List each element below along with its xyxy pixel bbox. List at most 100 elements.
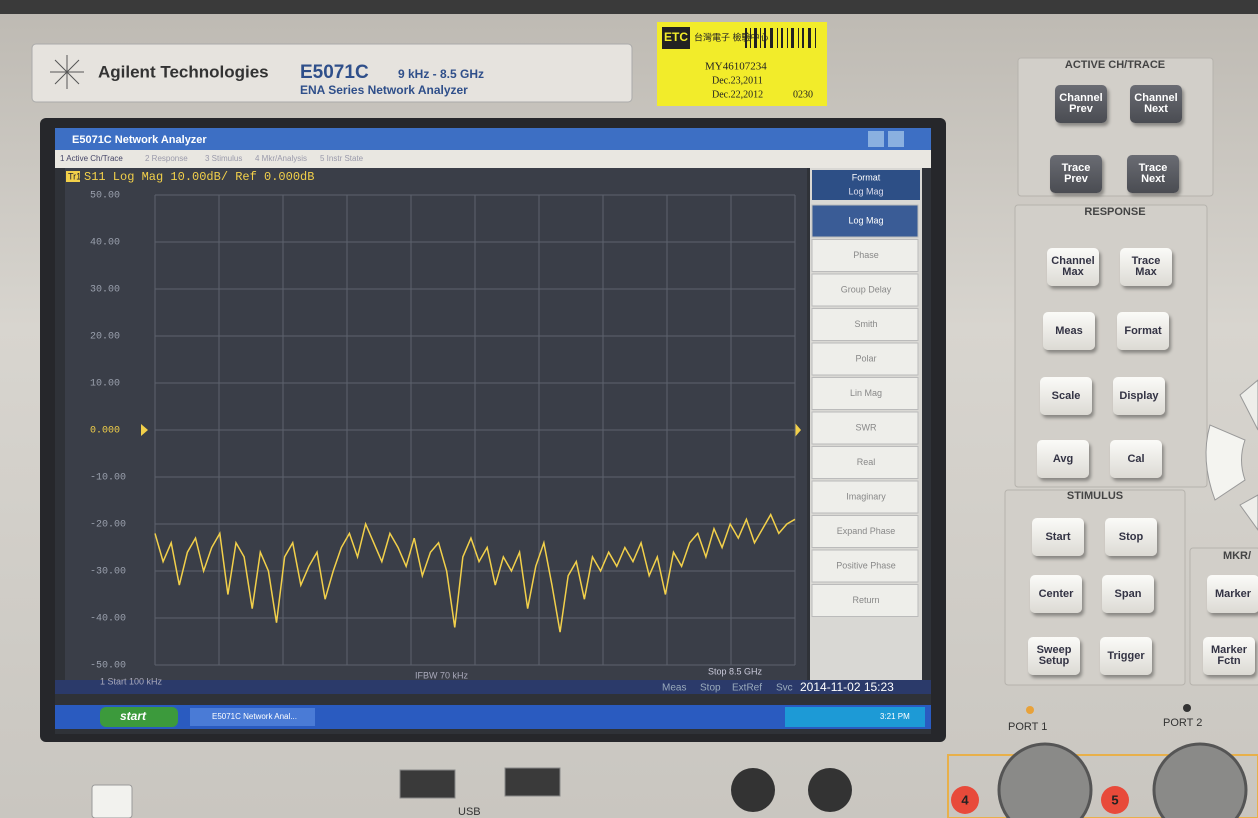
series: ENA Series Network Analyzer (300, 83, 468, 97)
status-item: ExtRef (732, 683, 762, 694)
group-title: RESPONSE (1084, 206, 1145, 218)
softkey[interactable] (811, 446, 919, 479)
panel-button[interactable]: Trace Prev (1050, 155, 1102, 193)
panel-button[interactable]: Avg (1037, 440, 1089, 478)
panel-button[interactable]: Channel Prev (1055, 85, 1107, 123)
menu-item: 2 Response (145, 154, 188, 163)
restore-button[interactable] (888, 131, 904, 147)
softkey-label: Lin Mag (850, 388, 882, 398)
y-tick-label: -10.00 (90, 473, 126, 484)
panel-button[interactable]: Channel Max (1047, 248, 1099, 286)
menu-item: 5 Instr State (320, 154, 364, 163)
softkey[interactable] (811, 342, 919, 376)
softkey-label: Return (852, 595, 879, 605)
panel-button[interactable]: Trace Max (1120, 248, 1172, 286)
softkey-label: Smith (854, 319, 877, 329)
trace-line (154, 512, 796, 633)
panel-button[interactable]: Center (1030, 575, 1082, 613)
top-edge (0, 0, 1258, 14)
group-title: MKR/ (1223, 550, 1251, 562)
y-tick-label: 20.00 (90, 332, 120, 343)
panel-button[interactable]: Cal (1110, 440, 1162, 478)
badge-label: 5 (1111, 792, 1118, 807)
panel-button[interactable]: Sweep Setup (1028, 637, 1080, 675)
minimize-button[interactable] (868, 131, 884, 147)
freq-range: 9 kHz - 8.5 GHz (398, 67, 484, 81)
badge-label: 4 (961, 792, 969, 807)
panel-button[interactable]: Start (1032, 518, 1084, 556)
panel-button[interactable]: Display (1113, 377, 1165, 415)
softkey-label: Imaginary (846, 491, 886, 501)
panel-button[interactable]: Meas (1043, 312, 1095, 350)
company: Agilent Technologies (98, 62, 269, 81)
probe-port (808, 768, 852, 812)
softkey[interactable] (811, 239, 919, 272)
probe-port (731, 768, 775, 812)
panel-button[interactable]: Trigger (1100, 637, 1152, 675)
sticker-serial: MY46107234 (705, 61, 767, 73)
trace-header: S11 Log Mag 10.00dB/ Ref 0.000dB (84, 170, 314, 184)
sticker-code: 0230 (793, 89, 813, 100)
softkey-label: SWR (856, 422, 877, 432)
menu-item: 4 Mkr/Analysis (255, 154, 307, 163)
y-tick-label: -30.00 (90, 567, 126, 578)
usb-label: USB (458, 806, 481, 818)
menu-item: 1 Active Ch/Trace (60, 154, 123, 163)
softkey[interactable] (811, 308, 919, 341)
task-button[interactable] (190, 708, 315, 726)
start-freq: 1 Start 100 kHz (100, 676, 163, 686)
menu-bar (55, 150, 931, 168)
softkey-label: Real (857, 457, 876, 467)
softkey-label: Positive Phase (836, 560, 896, 570)
agilent-logo (50, 55, 84, 89)
status-item: Svc (776, 683, 793, 694)
panel-button[interactable]: Span (1102, 575, 1154, 613)
softkey-current: Log Mag (848, 186, 883, 196)
sticker-logo: ETC (664, 30, 688, 44)
power-button[interactable] (91, 784, 133, 818)
softkey[interactable] (811, 204, 919, 238)
left-arrow-key[interactable] (1205, 424, 1246, 501)
group-title: STIMULUS (1067, 490, 1123, 502)
trace-tag-bg (66, 171, 80, 182)
port-frame (947, 754, 1258, 818)
sticker-org: 台灣電子 檢驗中心 (694, 31, 769, 42)
softkey[interactable] (811, 377, 919, 410)
usb-port (399, 769, 456, 799)
start-button[interactable] (100, 707, 178, 727)
y-tick-label: -40.00 (90, 614, 126, 625)
active-group (1017, 57, 1214, 197)
panel-button[interactable]: Marker Fctn (1203, 637, 1255, 675)
panel-button[interactable]: Marker (1207, 575, 1258, 613)
stop-freq: Stop 8.5 GHz (708, 666, 763, 676)
softkey-label: Polar (855, 353, 876, 363)
softkey[interactable] (811, 549, 919, 583)
usb-port (504, 767, 561, 797)
panel-button[interactable]: Scale (1040, 377, 1092, 415)
status-item: Meas (662, 683, 686, 694)
badge (951, 786, 979, 814)
window-title: E5071C Network Analyzer (72, 134, 207, 146)
panel-button[interactable]: Format (1117, 312, 1169, 350)
ifbw: IFBW 70 kHz (415, 670, 469, 680)
y-tick-label: 40.00 (90, 238, 120, 249)
softkey-label: Log Mag (848, 215, 883, 225)
window-titlebar (55, 128, 931, 150)
y-tick-label: -20.00 (90, 520, 126, 531)
sticker-due: Dec.22,2012 (712, 89, 763, 100)
softkey[interactable] (811, 515, 919, 548)
panel-button[interactable]: Channel Next (1130, 85, 1182, 123)
port1-connector (997, 742, 1093, 818)
y-tick-label: 0.000 (90, 426, 120, 437)
softkey[interactable] (811, 411, 919, 445)
brand-plate (31, 43, 633, 103)
softkey[interactable] (811, 584, 919, 617)
panel-button[interactable]: Trace Next (1127, 155, 1179, 193)
port-label: PORT 2 (1163, 717, 1202, 729)
port1-led (1026, 706, 1034, 714)
softkey[interactable] (811, 480, 919, 514)
panel-button[interactable]: Stop (1105, 518, 1157, 556)
softkey[interactable] (811, 273, 919, 307)
sticker-cal: Dec.23,2011 (712, 75, 763, 86)
